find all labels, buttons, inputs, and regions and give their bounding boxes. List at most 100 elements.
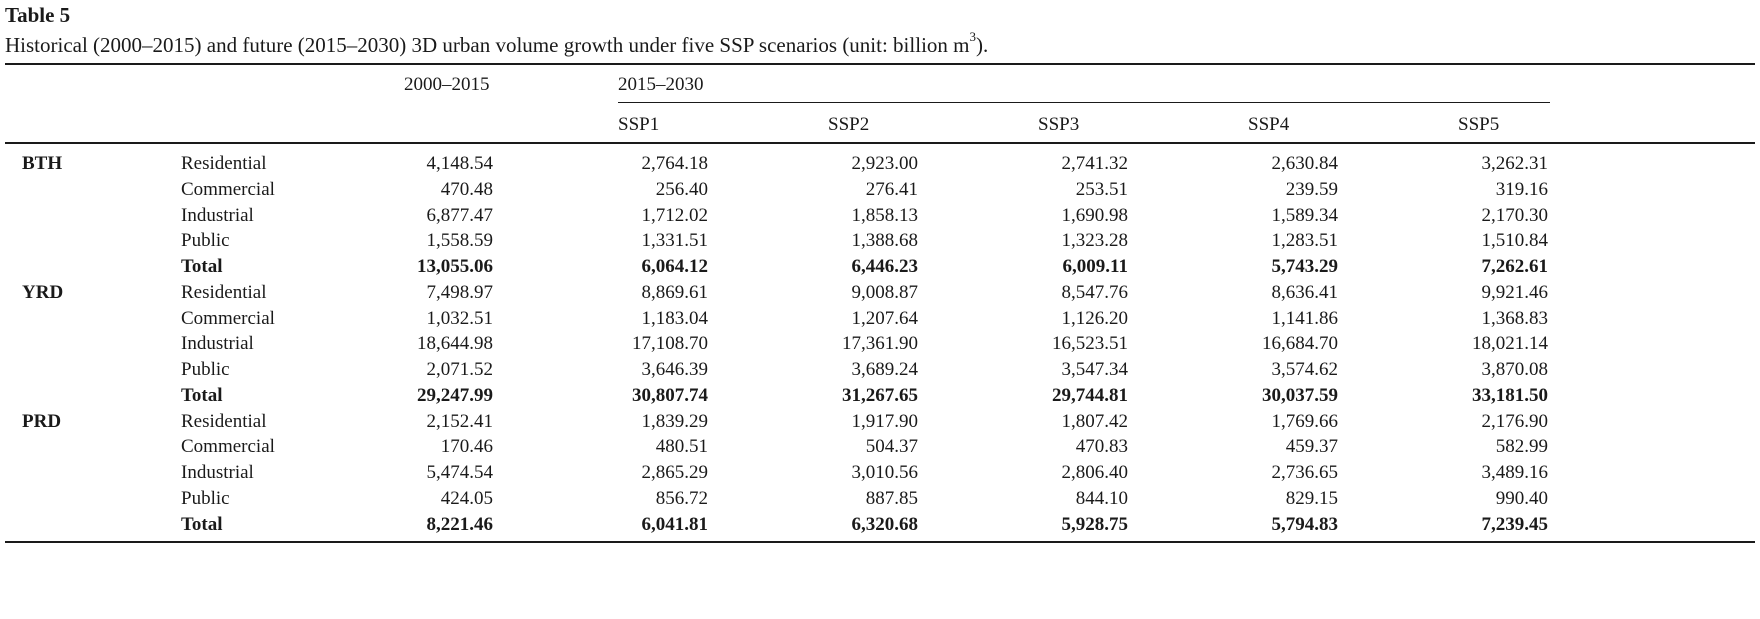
top-rule — [5, 63, 1755, 65]
table-cell: 424.05 — [440, 487, 493, 509]
table-cell: 6,041.81 — [641, 513, 709, 535]
table-cell: 2,923.00 — [851, 153, 919, 174]
table-cell: 3,262.31 — [1481, 153, 1549, 174]
table-cell: 1,183.04 — [641, 307, 709, 329]
table-cell: 1,858.13 — [851, 204, 919, 226]
header-ssp2: SSP2 — [828, 114, 870, 135]
row-type-label: Industrial — [181, 333, 254, 355]
table-cell: 2,630.84 — [1271, 153, 1339, 174]
row-type-label: Public — [181, 487, 230, 509]
bottom-rule — [5, 541, 1755, 543]
table-cell: 1,331.51 — [641, 230, 709, 252]
caption-text: Historical (2000–2015) and future (2015–… — [5, 33, 970, 57]
table-cell: 2,071.52 — [426, 359, 494, 380]
header-ssp3: SSP3 — [1038, 114, 1080, 135]
table-cell: 480.51 — [655, 436, 708, 458]
table-cell: 470.83 — [1075, 436, 1128, 458]
table-cell: 1,690.98 — [1061, 204, 1129, 226]
table-cell: 7,262.61 — [1481, 256, 1549, 277]
table-cell: 1,589.34 — [1271, 204, 1339, 226]
table-cell: 29,247.99 — [417, 384, 493, 406]
header-future: 2015–2030 — [618, 74, 704, 95]
table-cell: 1,388.68 — [851, 230, 919, 252]
table-cell: 18,021.14 — [1472, 333, 1548, 355]
table-cell: 582.99 — [1495, 436, 1548, 458]
table-cell: 1,283.51 — [1271, 230, 1339, 252]
table-cell: 1,207.64 — [851, 307, 919, 329]
table-cell: 253.51 — [1075, 178, 1128, 200]
table-cell: 8,869.61 — [641, 281, 709, 303]
row-type-label: Residential — [181, 281, 267, 303]
header-ssp4: SSP4 — [1248, 114, 1290, 135]
table-cell: 2,176.90 — [1481, 410, 1549, 432]
table-cell: 1,712.02 — [641, 204, 709, 226]
table-cell: 6,064.12 — [641, 256, 709, 277]
region-label: BTH — [22, 153, 63, 174]
table-cell: 2,736.65 — [1271, 462, 1339, 483]
region-label: PRD — [22, 410, 62, 432]
table-cell: 2,865.29 — [641, 462, 709, 483]
table-cell: 1,126.20 — [1061, 307, 1129, 329]
table-cell: 1,368.83 — [1481, 307, 1549, 329]
table-cell: 5,474.54 — [426, 462, 494, 483]
table-cell: 1,323.28 — [1061, 230, 1129, 252]
table-cell: 1,769.66 — [1271, 410, 1339, 432]
table-cell: 7,498.97 — [426, 281, 494, 303]
table-cell: 2,170.30 — [1481, 204, 1549, 226]
table-cell: 2,741.32 — [1061, 153, 1129, 174]
row-type-label: Public — [181, 230, 230, 252]
table-cell: 256.40 — [655, 178, 708, 200]
table-cell: 16,523.51 — [1052, 333, 1128, 355]
table-cell: 3,870.08 — [1481, 359, 1549, 380]
table-cell: 170.46 — [440, 436, 493, 458]
table-cell: 6,446.23 — [851, 256, 919, 277]
table-cell: 829.15 — [1285, 487, 1338, 509]
table-cell: 8,636.41 — [1271, 281, 1339, 303]
table-cell: 9,008.87 — [851, 281, 919, 303]
table-cell: 887.85 — [865, 487, 918, 509]
header-historical: 2000–2015 — [404, 74, 490, 95]
table-cell: 3,010.56 — [851, 462, 919, 483]
row-type-label: Residential — [181, 410, 267, 432]
table-cell: 276.41 — [865, 178, 918, 200]
table-cell: 3,689.24 — [851, 359, 919, 380]
table-cell: 4,148.54 — [426, 153, 494, 174]
row-type-label: Total — [181, 256, 223, 277]
table-cell: 844.10 — [1075, 487, 1128, 509]
table-cell: 6,009.11 — [1062, 256, 1128, 277]
table-cell: 1,141.86 — [1271, 307, 1339, 329]
row-type-label: Residential — [181, 153, 267, 174]
row-type-label: Commercial — [181, 307, 275, 329]
header-rule — [5, 142, 1755, 144]
table-cell: 2,152.41 — [426, 410, 494, 432]
row-type-label: Public — [181, 359, 230, 380]
table-cell: 459.37 — [1285, 436, 1338, 458]
row-type-label: Industrial — [181, 462, 254, 483]
future-span-rule — [618, 102, 1550, 103]
table-cell: 470.48 — [440, 178, 493, 200]
table-cell: 319.16 — [1495, 178, 1548, 200]
table-cell: 2,806.40 — [1061, 462, 1129, 483]
table-cell: 29,744.81 — [1052, 384, 1128, 406]
table-cell: 5,794.83 — [1271, 513, 1339, 535]
table-cell: 6,320.68 — [851, 513, 919, 535]
table-cell: 3,574.62 — [1271, 359, 1339, 380]
caption-end: ). — [975, 33, 989, 57]
header-ssp1: SSP1 — [618, 114, 660, 135]
table-cell: 30,807.74 — [632, 384, 708, 406]
table-cell: 990.40 — [1495, 487, 1548, 509]
table-cell: 1,839.29 — [641, 410, 709, 432]
table-title: Table 5 — [5, 3, 71, 27]
table-cell: 8,547.76 — [1061, 281, 1129, 303]
table-cell: 1,510.84 — [1481, 230, 1549, 252]
row-type-label: Commercial — [181, 436, 275, 458]
row-type-label: Total — [181, 384, 223, 406]
table-cell: 30,037.59 — [1262, 384, 1338, 406]
table-cell: 17,361.90 — [842, 333, 918, 355]
table-cell: 3,547.34 — [1061, 359, 1129, 380]
table-cell: 3,489.16 — [1481, 462, 1549, 483]
row-type-label: Total — [181, 513, 223, 535]
table-cell: 856.72 — [655, 487, 708, 509]
table-cell: 18,644.98 — [417, 333, 493, 355]
table-caption: Historical (2000–2015) and future (2015–… — [5, 29, 989, 58]
